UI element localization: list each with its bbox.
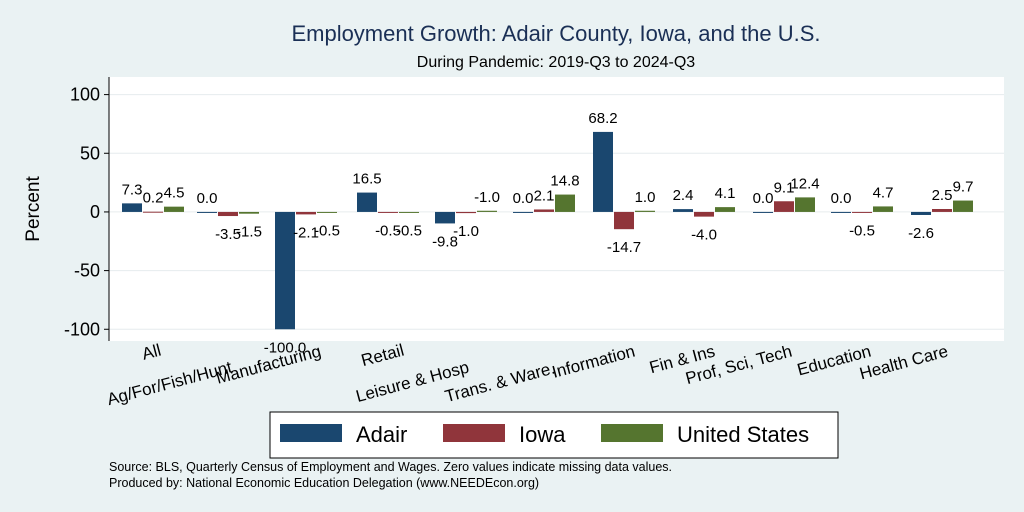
data-label: 12.4 bbox=[790, 175, 819, 192]
data-label: 0.0 bbox=[513, 190, 534, 207]
bar-iowa-1 bbox=[218, 211, 238, 217]
data-label: 2.5 bbox=[932, 187, 953, 204]
y-axis-ticks: 100 50 0 -50 -100 bbox=[64, 85, 109, 339]
bar-adair-0 bbox=[122, 203, 142, 212]
data-label: 4.7 bbox=[873, 184, 894, 201]
data-label: -3.5 bbox=[215, 226, 241, 243]
bar-adair-2 bbox=[275, 211, 295, 330]
data-label: -0.5 bbox=[396, 223, 422, 240]
data-label: 9.7 bbox=[953, 179, 974, 196]
data-label: -100.0 bbox=[264, 339, 307, 356]
bar-adair-6 bbox=[593, 131, 613, 212]
category-label: Retail bbox=[359, 341, 406, 371]
data-label: 4.5 bbox=[164, 185, 185, 202]
bar-united-states-0 bbox=[164, 206, 184, 212]
category-label: Information bbox=[550, 342, 637, 382]
bar-united-states-8 bbox=[795, 197, 815, 212]
legend-swatch-us bbox=[601, 424, 663, 442]
bar-iowa-5 bbox=[534, 209, 554, 212]
category-label: All bbox=[140, 341, 163, 364]
data-label: -1.5 bbox=[236, 224, 262, 241]
data-label: -1.0 bbox=[474, 189, 500, 206]
bar-adair-9 bbox=[831, 211, 851, 213]
data-label: -14.7 bbox=[607, 239, 641, 256]
data-label: -0.5 bbox=[375, 223, 401, 240]
bars bbox=[122, 131, 973, 330]
chart-subtitle: During Pandemic: 2019-Q3 to 2024-Q3 bbox=[417, 54, 695, 71]
data-label: 2.1 bbox=[534, 187, 555, 204]
y-tick-label: -100 bbox=[64, 319, 100, 339]
legend-label-us: United States bbox=[677, 422, 809, 447]
bar-iowa-7 bbox=[694, 211, 714, 217]
bar-adair-1 bbox=[197, 211, 217, 213]
bar-united-states-10 bbox=[953, 200, 973, 212]
bar-united-states-4 bbox=[477, 210, 497, 212]
bar-iowa-9 bbox=[852, 211, 872, 213]
category-label: Health Care bbox=[857, 342, 950, 384]
bar-united-states-7 bbox=[715, 207, 735, 212]
bar-adair-4 bbox=[435, 211, 455, 224]
bar-united-states-2 bbox=[317, 211, 337, 213]
category-label: Ag/For/Fish/Hunt bbox=[105, 357, 234, 409]
bar-united-states-9 bbox=[873, 206, 893, 212]
data-label: 16.5 bbox=[352, 171, 381, 188]
y-tick-label: 50 bbox=[80, 143, 100, 163]
data-label: 0.0 bbox=[831, 190, 852, 207]
data-label: 0.2 bbox=[143, 190, 164, 207]
bar-united-states-1 bbox=[239, 211, 259, 214]
bar-adair-7 bbox=[673, 209, 693, 212]
legend-label-adair: Adair bbox=[356, 422, 407, 447]
legend-label-iowa: Iowa bbox=[519, 422, 566, 447]
data-label: 2.4 bbox=[673, 187, 694, 204]
data-label: 7.3 bbox=[122, 181, 143, 198]
data-label: -9.8 bbox=[432, 233, 458, 250]
data-label: -4.0 bbox=[691, 227, 717, 244]
data-label: 1.0 bbox=[635, 189, 656, 206]
bar-adair-3 bbox=[357, 192, 377, 212]
bar-united-states-3 bbox=[399, 211, 419, 213]
data-label: 4.1 bbox=[715, 185, 736, 202]
bar-adair-8 bbox=[753, 211, 773, 213]
data-label: 68.2 bbox=[588, 110, 617, 127]
legend-swatch-adair bbox=[280, 424, 342, 442]
chart-title: Employment Growth: Adair County, Iowa, a… bbox=[291, 21, 820, 46]
data-label: 9.1 bbox=[774, 179, 795, 196]
bar-adair-5 bbox=[513, 211, 533, 213]
produced-by-note: Produced by: National Economic Education… bbox=[109, 476, 539, 490]
data-label: 0.0 bbox=[197, 190, 218, 207]
data-label: 14.8 bbox=[550, 173, 579, 190]
source-note: Source: BLS, Quarterly Census of Employm… bbox=[109, 460, 672, 474]
data-label: -0.5 bbox=[314, 223, 340, 240]
y-tick-label: 0 bbox=[90, 202, 100, 222]
bar-iowa-0 bbox=[143, 211, 163, 213]
bar-iowa-6 bbox=[614, 211, 634, 230]
legend-swatch-iowa bbox=[443, 424, 505, 442]
bar-iowa-2 bbox=[296, 211, 316, 215]
bar-iowa-10 bbox=[932, 209, 952, 212]
bar-united-states-6 bbox=[635, 210, 655, 212]
data-label: -2.1 bbox=[293, 224, 319, 241]
legend-box bbox=[269, 411, 839, 459]
y-tick-label: -50 bbox=[74, 261, 100, 281]
y-axis-label: Percent bbox=[23, 176, 44, 242]
bar-united-states-5 bbox=[555, 194, 575, 212]
data-label: -1.0 bbox=[453, 223, 479, 240]
bar-adair-10 bbox=[911, 211, 931, 215]
bar-iowa-4 bbox=[456, 211, 476, 214]
data-label: -0.5 bbox=[849, 223, 875, 240]
bar-iowa-3 bbox=[378, 211, 398, 213]
data-label: 0.0 bbox=[753, 190, 774, 207]
legend: Adair Iowa United States bbox=[269, 411, 839, 459]
bar-iowa-8 bbox=[774, 201, 794, 212]
y-tick-label: 100 bbox=[70, 85, 100, 105]
data-labels: 7.3 0.0 -100.0 16.5 -9.8 0.0 68.2 2.4 0.0 0.0 -2.6… bbox=[122, 110, 974, 356]
data-label: -2.6 bbox=[908, 225, 934, 242]
